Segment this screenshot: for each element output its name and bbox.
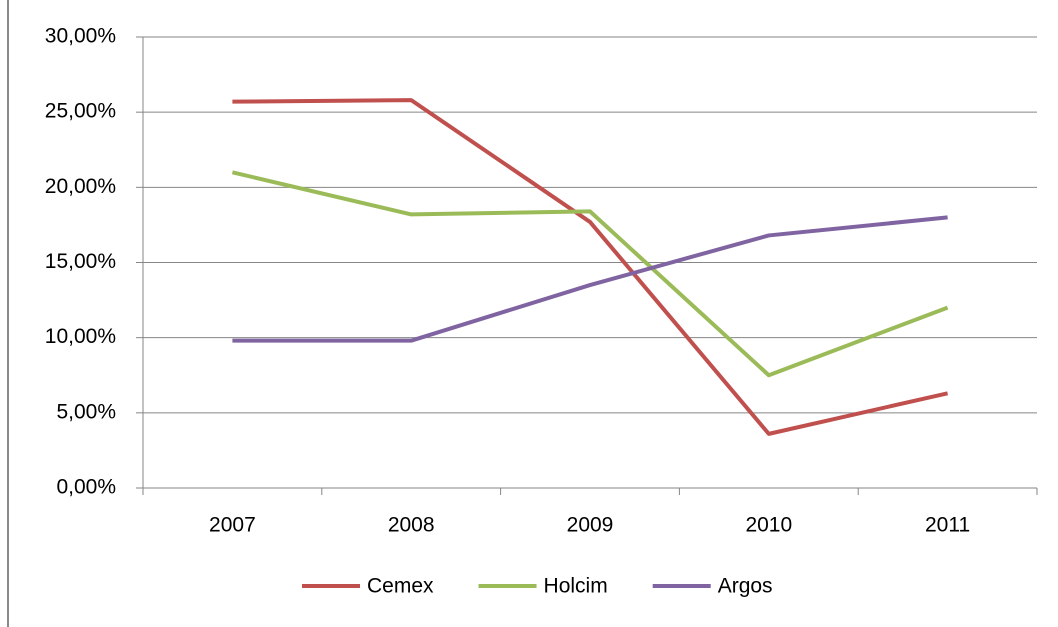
y-tick-label: 20,00%: [45, 175, 116, 198]
series-line: [232, 98, 949, 436]
series-line: [232, 215, 948, 343]
x-tick-label: 2008: [388, 514, 435, 537]
y-tick-label: 15,00%: [45, 250, 116, 273]
x-tick-label: 2007: [209, 514, 256, 537]
legend-label: Argos: [718, 575, 773, 598]
x-tick-label: 2010: [745, 514, 792, 537]
chart-frame: [7, 0, 9, 627]
y-tick-label: 25,00%: [45, 100, 116, 123]
y-tick-label: 30,00%: [45, 25, 116, 48]
y-tick-label: 0,00%: [56, 476, 116, 499]
legend-label: Holcim: [544, 575, 608, 598]
y-tick-label: 5,00%: [56, 400, 116, 423]
x-tick-label: 2011: [925, 514, 970, 537]
y-tick-label: 10,00%: [45, 325, 116, 348]
legend-label: Cemex: [367, 575, 434, 598]
x-tick-label: 2009: [567, 514, 614, 537]
series-line: [231, 170, 949, 378]
